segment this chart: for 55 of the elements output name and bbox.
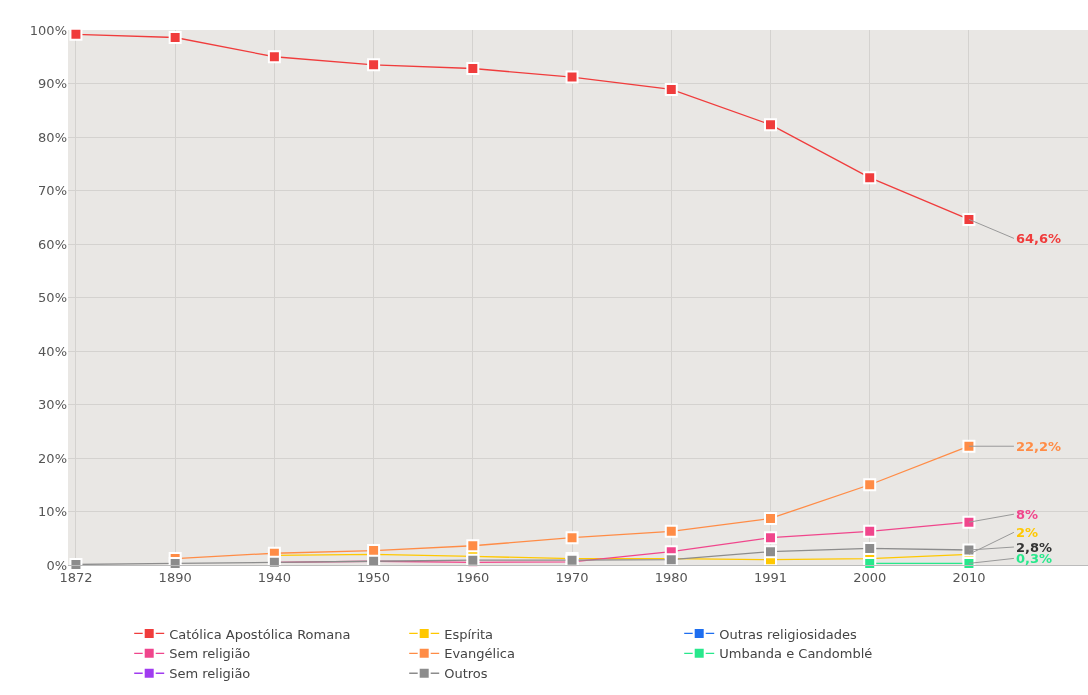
point bbox=[664, 524, 678, 538]
point bbox=[69, 557, 83, 571]
x-tick-label: 1980 bbox=[654, 569, 688, 585]
point bbox=[863, 556, 877, 570]
legend-label: Sem religião bbox=[169, 646, 251, 662]
point bbox=[367, 58, 381, 72]
x-tick-label: 2000 bbox=[853, 569, 887, 585]
point bbox=[466, 539, 480, 553]
point bbox=[763, 545, 777, 559]
legend-label: Umbanda e Candomblé bbox=[719, 646, 873, 662]
data-label: 22,2% bbox=[1016, 439, 1062, 454]
x-tick-label: 2010 bbox=[952, 569, 986, 585]
legend-label: Outras religiosidades bbox=[719, 626, 857, 642]
point bbox=[168, 30, 182, 44]
y-tick-label: 40% bbox=[38, 343, 67, 359]
legend-label: Católica Apostólica Romana bbox=[169, 626, 351, 642]
legend-label: Sem religião bbox=[169, 666, 251, 682]
legend-label: Outros bbox=[444, 666, 488, 682]
point bbox=[863, 478, 877, 492]
point bbox=[863, 524, 877, 538]
point bbox=[962, 212, 976, 226]
point bbox=[267, 50, 281, 64]
x-tick-label: 1960 bbox=[456, 569, 490, 585]
x-tick-label: 1991 bbox=[753, 569, 788, 585]
point bbox=[962, 515, 976, 529]
data-label: 8% bbox=[1016, 507, 1039, 522]
data-label: 2% bbox=[1016, 525, 1039, 540]
legend-label: Espírita bbox=[444, 626, 494, 642]
point bbox=[664, 82, 678, 96]
point bbox=[763, 511, 777, 525]
y-tick-label: 20% bbox=[38, 450, 67, 466]
point bbox=[763, 118, 777, 132]
point bbox=[565, 531, 579, 545]
x-tick-label: 1970 bbox=[555, 569, 589, 585]
point bbox=[863, 541, 877, 555]
y-tick-label: 90% bbox=[38, 76, 67, 92]
y-tick-label: 50% bbox=[38, 290, 67, 306]
y-tick-label: 60% bbox=[38, 236, 67, 252]
point bbox=[69, 27, 83, 41]
point bbox=[962, 439, 976, 453]
point bbox=[466, 62, 480, 76]
y-tick-label: 10% bbox=[38, 504, 67, 520]
point bbox=[565, 70, 579, 84]
point bbox=[168, 556, 182, 570]
legend-label: Evangélica bbox=[444, 646, 515, 662]
y-tick-label: 80% bbox=[38, 129, 67, 145]
y-tick-label: 30% bbox=[38, 397, 67, 413]
x-tick-label: 1950 bbox=[357, 569, 391, 585]
y-tick-label: 70% bbox=[38, 183, 67, 199]
y-tick-label: 100% bbox=[29, 22, 67, 38]
point bbox=[863, 171, 877, 185]
point bbox=[763, 531, 777, 545]
x-tick-label: 1940 bbox=[257, 569, 291, 585]
x-tick-label: 1890 bbox=[158, 569, 192, 585]
data-label: 64,6% bbox=[1016, 231, 1062, 246]
